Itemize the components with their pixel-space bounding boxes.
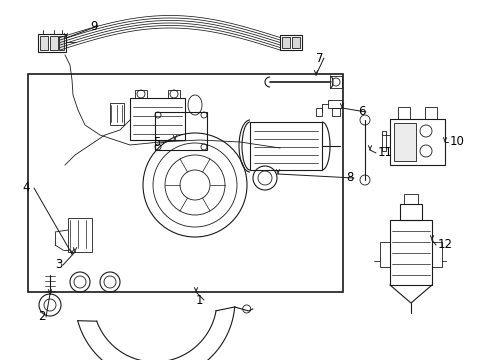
Bar xyxy=(327,100,341,108)
Bar xyxy=(282,37,289,48)
Text: 1: 1 xyxy=(196,293,203,306)
Text: 4: 4 xyxy=(22,181,29,194)
Bar xyxy=(280,35,302,50)
Bar xyxy=(110,103,124,125)
Text: 5: 5 xyxy=(153,136,160,149)
Text: 10: 10 xyxy=(449,135,464,148)
Bar xyxy=(291,37,299,48)
Text: 9: 9 xyxy=(90,19,97,32)
Bar xyxy=(403,194,417,204)
Bar xyxy=(393,123,415,161)
Bar xyxy=(155,112,206,150)
Bar xyxy=(249,122,321,170)
Bar xyxy=(379,242,389,267)
Text: 6: 6 xyxy=(357,105,365,118)
Bar xyxy=(331,108,339,116)
Bar xyxy=(397,107,409,119)
Bar xyxy=(40,36,48,50)
Text: 2: 2 xyxy=(38,310,45,324)
Bar xyxy=(424,107,436,119)
Bar xyxy=(59,36,64,50)
Text: 12: 12 xyxy=(437,238,452,252)
Bar xyxy=(315,108,321,116)
Bar xyxy=(389,220,431,285)
Bar xyxy=(28,74,342,292)
Text: 8: 8 xyxy=(346,171,353,184)
Bar xyxy=(135,90,147,98)
Bar xyxy=(50,36,58,50)
Bar xyxy=(168,90,180,98)
Text: 3: 3 xyxy=(55,258,62,271)
Bar xyxy=(399,204,421,220)
Bar xyxy=(389,119,444,165)
Text: 11: 11 xyxy=(377,147,392,159)
Bar xyxy=(68,218,92,252)
Bar xyxy=(130,98,184,140)
Text: 7: 7 xyxy=(315,51,323,64)
Bar xyxy=(431,242,441,267)
Bar xyxy=(381,131,385,151)
Bar xyxy=(38,34,66,52)
Bar xyxy=(329,76,341,88)
